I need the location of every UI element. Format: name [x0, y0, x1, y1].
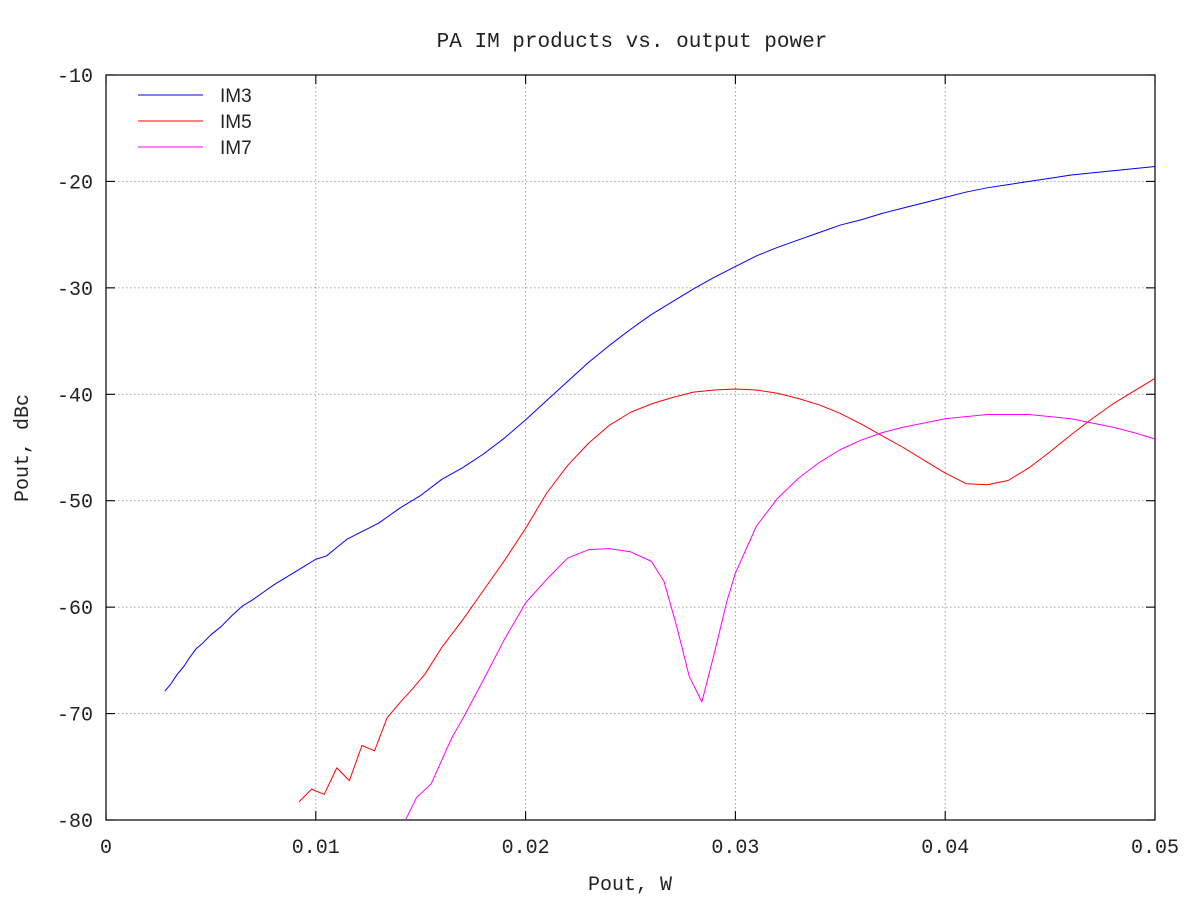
x-axis-label: Pout, W	[588, 874, 672, 897]
legend: IM3 IM5 IM7	[138, 86, 252, 159]
x-axis-tick-labels: 0 0.01 0.02 0.03 0.04 0.05	[100, 837, 1179, 860]
axis-ticks	[105, 74, 1156, 821]
series-lines	[164, 166, 1156, 820]
x-tick-label: 0.03	[711, 837, 759, 860]
legend-label-im3: IM3	[220, 86, 252, 107]
y-tick-label: -50	[57, 492, 93, 515]
x-tick-label: 0.05	[1131, 837, 1179, 860]
x-tick-label: 0.02	[502, 837, 550, 860]
x-tick-label: 0	[100, 837, 112, 860]
legend-label-im7: IM7	[220, 138, 252, 159]
legend-label-im5: IM5	[220, 112, 252, 133]
y-axis-label: Pout, dBc	[12, 394, 35, 502]
y-tick-label: -80	[57, 811, 93, 834]
y-tick-label: -60	[57, 598, 93, 621]
y-tick-label: -30	[57, 279, 93, 302]
grid-lines	[106, 75, 1155, 820]
series-line-im3	[164, 166, 1156, 692]
y-tick-label: -40	[57, 385, 93, 408]
y-tick-label: -20	[57, 172, 93, 195]
series-line-im5	[298, 377, 1156, 803]
series-line-im7	[405, 414, 1156, 820]
plot-frame	[105, 74, 1156, 821]
y-axis-tick-labels: -80 -70 -60 -50 -40 -30 -20 -10	[57, 66, 93, 834]
chart-title: PA IM products vs. output power	[437, 31, 828, 54]
y-tick-label: -10	[57, 66, 93, 89]
x-tick-label: 0.04	[921, 837, 969, 860]
x-tick-label: 0.01	[292, 837, 340, 860]
y-tick-label: -70	[57, 705, 93, 728]
